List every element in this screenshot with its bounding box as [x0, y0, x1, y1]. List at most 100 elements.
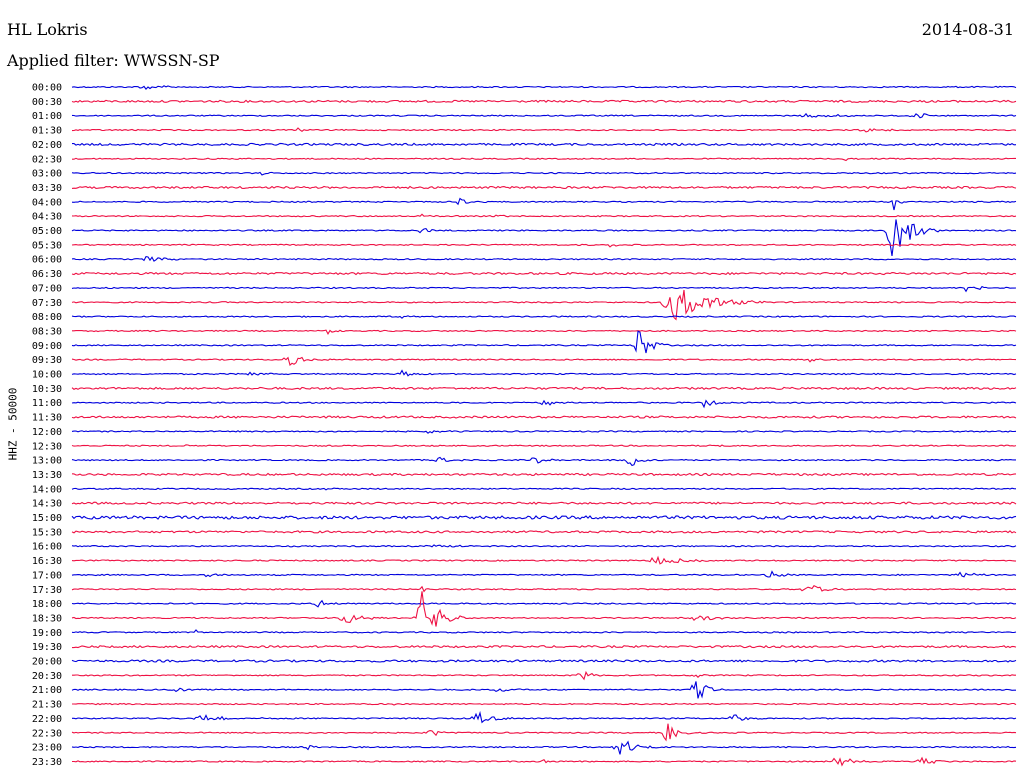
tick-label: 16:30: [32, 556, 62, 567]
tick-label: 14:00: [32, 484, 62, 495]
trace-line: [71, 515, 1017, 520]
trace-line: [72, 710, 1017, 724]
tick-label: 08:00: [32, 312, 62, 323]
tick-label: 22:30: [32, 728, 62, 739]
trace-line: [71, 585, 1017, 593]
tick-label: 16:00: [32, 542, 62, 553]
trace-line: [71, 185, 1017, 190]
seismic-traces: [71, 85, 1017, 767]
tick-label: 18:00: [32, 599, 62, 610]
tick-label: 07:30: [32, 298, 62, 309]
trace-line: [71, 171, 1017, 176]
trace-line: [71, 544, 1017, 548]
trace-line: [71, 444, 1017, 448]
tick-label: 11:30: [32, 413, 62, 424]
tick-label: 15:00: [32, 513, 62, 524]
trace-line: [71, 456, 1016, 467]
trace-line: [71, 555, 1017, 565]
trace-line: [72, 702, 1017, 706]
tick-label: 00:30: [32, 97, 62, 108]
tick-label: 08:30: [32, 326, 62, 337]
tick-label: 12:00: [32, 427, 62, 438]
trace-line: [71, 330, 1017, 354]
trace-line: [71, 356, 1017, 366]
trace-line: [72, 142, 1017, 147]
trace-line: [71, 85, 1017, 90]
tick-label: 10:00: [32, 370, 62, 381]
trace-line: [71, 629, 1017, 634]
record-date: 2014-08-31: [921, 20, 1014, 39]
tick-label: 02:30: [32, 154, 62, 165]
tick-label: 21:00: [32, 685, 62, 696]
tick-label: 06:00: [32, 255, 62, 266]
tick-label: 21:30: [32, 700, 62, 711]
trace-line: [71, 487, 1017, 491]
tick-label: 23:00: [32, 743, 62, 754]
tick-label: 00:00: [32, 83, 62, 94]
trace-line: [71, 501, 1017, 505]
trace-line: [71, 213, 1017, 218]
trace-line: [71, 112, 1017, 119]
tick-label: 19:30: [32, 642, 62, 653]
tick-label: 02:00: [32, 140, 62, 151]
trace-line: [72, 756, 1017, 767]
tick-label: 04:30: [32, 212, 62, 223]
tick-label: 22:00: [32, 714, 62, 725]
tick-label: 06:30: [32, 269, 62, 280]
trace-line: [71, 289, 1017, 321]
trace-line: [71, 530, 1017, 534]
tick-label: 23:30: [32, 757, 62, 768]
trace-line: [72, 329, 1017, 336]
tick-label: 05:30: [32, 240, 62, 251]
tick-label: 05:00: [32, 226, 62, 237]
time-tick-labels: 00:00 00:30 01:00 01:30 02:00 02:30 03:00 03:30…: [32, 83, 62, 768]
tick-label: 13:30: [32, 470, 62, 481]
trace-line: [71, 599, 1017, 608]
trace-line: [71, 219, 1017, 256]
trace-line: [71, 99, 1017, 104]
filter-label: Applied filter: WWSSN-SP: [7, 51, 220, 70]
tick-label: 18:30: [32, 613, 62, 624]
tick-label: 10:30: [32, 384, 62, 395]
trace-line: [71, 399, 1017, 409]
trace-line: [71, 127, 1017, 133]
trace-line: [71, 415, 1017, 419]
trace-line: [71, 659, 1017, 663]
trace-line: [71, 315, 1017, 319]
tick-label: 11:00: [32, 398, 62, 409]
tick-label: 17:30: [32, 585, 62, 596]
trace-line: [71, 681, 1016, 699]
tick-label: 12:30: [32, 441, 62, 452]
trace-line: [71, 255, 1017, 262]
trace-line: [71, 591, 1017, 627]
tick-label: 03:00: [32, 169, 62, 180]
tick-label: 01:00: [32, 111, 62, 122]
trace-line: [71, 197, 1017, 211]
tick-label: 13:00: [32, 456, 62, 467]
trace-line: [72, 670, 1016, 681]
tick-label: 09:00: [32, 341, 62, 352]
trace-line: [71, 570, 1017, 578]
trace-line: [72, 644, 1017, 649]
tick-label: 09:30: [32, 355, 62, 366]
tick-label: 03:30: [32, 183, 62, 194]
tick-label: 20:00: [32, 657, 62, 668]
tick-label: 20:30: [32, 671, 62, 682]
tick-label: 15:30: [32, 527, 62, 538]
trace-line: [71, 740, 1017, 755]
tick-label: 07:00: [32, 283, 62, 294]
station-title: HL Lokris: [7, 20, 88, 39]
tick-label: 14:30: [32, 499, 62, 510]
trace-line: [72, 157, 1016, 162]
trace-line: [71, 430, 1017, 434]
trace-line: [71, 243, 1017, 248]
tick-label: 01:30: [32, 126, 62, 137]
trace-line: [71, 723, 1017, 742]
trace-line: [71, 386, 1017, 390]
tick-label: 04:00: [32, 197, 62, 208]
tick-label: 17:00: [32, 570, 62, 581]
trace-line: [71, 369, 1017, 377]
trace-line: [71, 285, 1017, 293]
trace-line: [71, 472, 1017, 477]
